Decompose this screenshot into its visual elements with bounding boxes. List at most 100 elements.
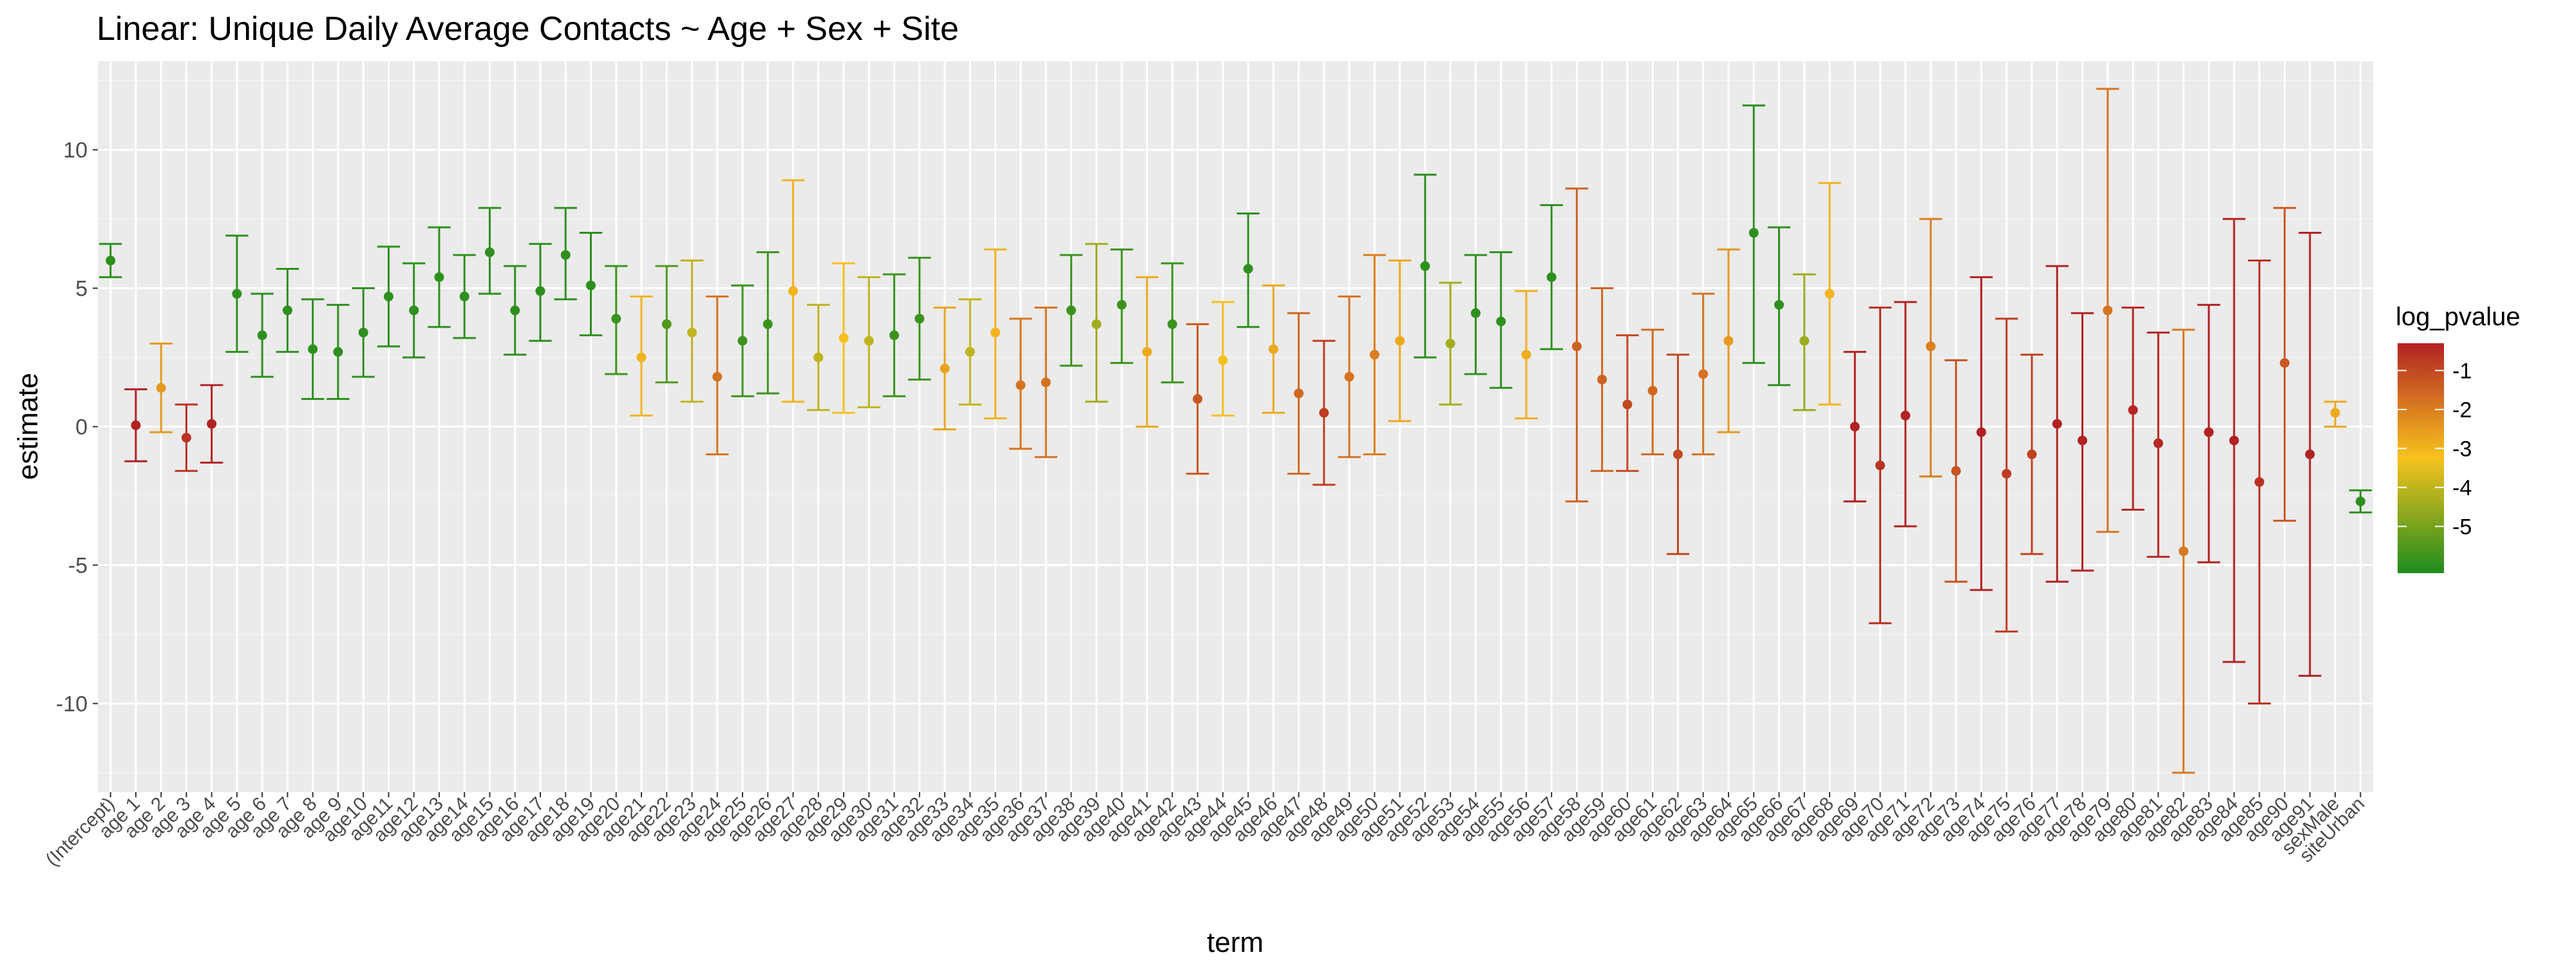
errorbar-point [2146, 331, 2170, 558]
estimate-point [889, 330, 900, 341]
errorbar-point [680, 260, 704, 403]
errorbar-point [478, 207, 502, 295]
estimate-point [585, 280, 596, 290]
estimate-point [1799, 336, 1810, 346]
errorbar-point [1793, 273, 1816, 412]
errorbar-point [1894, 301, 1917, 527]
x-axis-title: term [1207, 927, 1264, 958]
errorbar-point [1995, 317, 2018, 633]
legend-label: -4 [2452, 476, 2472, 500]
legend-label: -3 [2452, 437, 2472, 461]
errorbar-point [2248, 260, 2271, 705]
estimate-point [131, 420, 141, 430]
errorbar-point [200, 384, 223, 464]
errorbar-point [706, 295, 729, 455]
estimate-point [2355, 497, 2365, 507]
estimate-point [207, 419, 217, 429]
estimate-point [535, 286, 545, 296]
y-tick-label: 10 [63, 138, 88, 163]
estimate-point [156, 383, 166, 393]
estimate-point [1420, 261, 1430, 271]
estimate-point [788, 286, 799, 296]
estimate-point [1824, 289, 1835, 299]
errorbar-point [1388, 260, 1412, 422]
estimate-point [1850, 422, 1860, 431]
estimate-point [1066, 305, 1076, 316]
estimate-point [636, 352, 647, 363]
estimate-point [1294, 388, 1304, 399]
estimate-point [106, 256, 116, 266]
errorbar-point [908, 256, 931, 381]
estimate-point [2305, 449, 2315, 459]
errorbar-point [529, 243, 552, 342]
errorbar-point [579, 232, 603, 337]
estimate-point [1496, 316, 1506, 327]
errorbar-point [781, 179, 805, 403]
errorbar-point [1742, 104, 1765, 365]
errorbar-point [1767, 226, 1791, 386]
y-tick-label: -5 [68, 553, 88, 578]
estimate-point [560, 250, 571, 260]
estimate-point [1976, 427, 1987, 437]
legend: log_pvalue -1 -2 -3 -4 -5 [2396, 303, 2521, 573]
estimate-point [2179, 546, 2189, 556]
data-marks [99, 88, 2372, 774]
estimate-point [1672, 449, 1683, 459]
errorbar-point [1110, 248, 1133, 365]
estimate-point [383, 291, 393, 301]
errorbar-point [352, 287, 375, 378]
errorbar-point [2070, 312, 2094, 572]
errorbar-point [1515, 290, 1538, 420]
errorbar-point [1186, 323, 1209, 475]
errorbar-point [402, 262, 426, 359]
estimate-point [484, 247, 495, 258]
errorbar-point [377, 245, 401, 348]
estimate-point [1723, 336, 1734, 346]
estimate-point [1319, 408, 1329, 418]
estimate-point [1117, 299, 1127, 310]
estimate-point [1647, 386, 1658, 396]
estimate-point [1875, 460, 1886, 471]
y-tick-label: -10 [56, 692, 88, 716]
estimate-point [358, 327, 368, 337]
errorbar-point [1641, 328, 1664, 455]
errorbar-point [1490, 251, 1513, 389]
legend-label: -2 [2452, 398, 2472, 422]
estimate-point [282, 305, 292, 316]
errorbar-point [1692, 292, 1715, 455]
estimate-point [510, 305, 520, 316]
errorbar-point [1009, 317, 1032, 450]
estimate-point [1092, 319, 1102, 329]
estimate-point [232, 289, 242, 299]
y-tick-label: 0 [75, 415, 88, 440]
estimate-point [1041, 377, 1051, 388]
errorbar-point [1084, 243, 1108, 403]
errorbar-point [327, 303, 350, 401]
errorbar-point [149, 343, 173, 433]
estimate-point [181, 433, 191, 443]
y-axis-title: estimate [12, 373, 44, 480]
errorbar-point [175, 403, 198, 472]
errorbar-point [1338, 295, 1361, 459]
estimate-point [1369, 350, 1379, 360]
errorbar-point [1287, 312, 1311, 475]
estimate-point [965, 346, 975, 357]
estimate-point [257, 330, 267, 341]
y-tick-label: 5 [75, 277, 88, 301]
estimate-point [1218, 355, 1228, 365]
errorbar-point [1666, 354, 1690, 555]
errorbar-point [807, 303, 830, 412]
estimate-point [2280, 358, 2290, 368]
estimate-point [1395, 336, 1405, 346]
errorbar-point [605, 265, 628, 375]
legend-title: log_pvalue [2396, 303, 2521, 331]
estimate-point [1142, 346, 1152, 357]
estimate-point [762, 319, 773, 329]
errorbar-point [1262, 284, 1285, 414]
estimate-point [2128, 405, 2138, 415]
estimate-point [864, 336, 874, 346]
errorbar-point [1236, 212, 1260, 328]
estimate-point [2103, 305, 2113, 316]
errorbar-point [731, 284, 754, 397]
